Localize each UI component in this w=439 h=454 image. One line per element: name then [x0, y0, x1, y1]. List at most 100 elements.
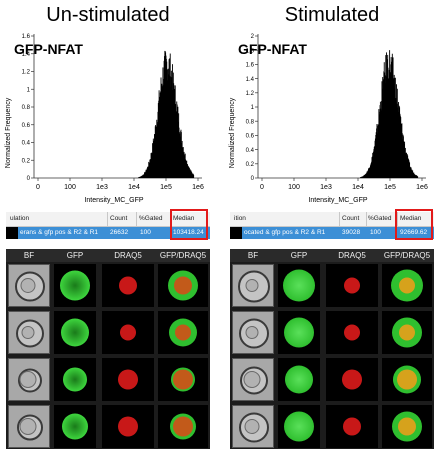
- gated-value: 100: [140, 229, 151, 236]
- nucleus-outline: [21, 326, 35, 339]
- merge-cell-drawing: [391, 269, 423, 302]
- median-highlight-box: [395, 209, 433, 240]
- nucleus-outline: [245, 326, 259, 339]
- x-tick-label: 1e5: [160, 184, 172, 191]
- statistics-data-row[interactable]: erans & gfp pos & R2 & R1 26632 100 1034…: [6, 227, 210, 239]
- draq5-cell-image: [326, 311, 378, 354]
- gfp-signal: [60, 270, 90, 301]
- bf-cell-drawing: [18, 368, 42, 393]
- histogram: 0 100 1e3 1e4 1e5 1e6 0 0.2 0.4 0.6 0.8 1 1.2 1.4 1.6 …: [2, 28, 214, 208]
- plot-label: GFP-NFAT: [238, 41, 307, 57]
- bf-cell-drawing: [238, 270, 270, 303]
- gfp-cell-drawing: [63, 367, 87, 392]
- merge-nucleus: [398, 417, 416, 436]
- nucleus-outline: [243, 371, 261, 388]
- x-tick-label: 100: [64, 184, 76, 191]
- merge-cell-drawing: [392, 411, 422, 442]
- nucleus-outline: [20, 278, 36, 293]
- condition-title: Stimulated: [284, 4, 380, 26]
- x-axis-label: Intensity_MC_GFP: [308, 197, 367, 204]
- draq5-cell-drawing: [118, 416, 138, 437]
- gfp-cell-image: [54, 311, 96, 354]
- x-tick-label: 1e6: [416, 184, 428, 191]
- draq5-cell-drawing: [119, 276, 137, 295]
- gfp-cell-drawing: [60, 270, 90, 301]
- merge-cell-image: [382, 264, 432, 307]
- histogram-axes: 0 100 1e3 1e4 1e5 1e6 0 0.2 0.4 0.6 0.8 1 1.2 1.4 1.6 1…: [246, 34, 428, 191]
- gallery-header: BF GFP DRAQ5 GFP/DRAQ5: [230, 249, 434, 262]
- y-tick-label: 0.6: [246, 134, 255, 140]
- merge-cell-drawing: [393, 365, 421, 394]
- bf-cell-image: [8, 358, 50, 401]
- merge-cell-image: [158, 264, 208, 307]
- gated-header: %Gated: [139, 215, 163, 222]
- histogram-bar: [417, 176, 419, 178]
- population-color-swatch: [230, 227, 242, 239]
- histogram-bar: [193, 175, 195, 178]
- merge-cell-image: [158, 311, 208, 354]
- gated-value: 100: [370, 229, 381, 236]
- unstimulated-panel: Un-stimulated 0 100 1e3 1e4 1e5 1e6 0 0.2 0.4 0.6…: [2, 0, 214, 454]
- y-tick-label: 2: [251, 34, 255, 40]
- draq5-cell-drawing: [120, 324, 136, 341]
- y-tick-label: 0: [251, 176, 255, 182]
- gfp-signal: [284, 317, 314, 348]
- cell-image-gallery: BF GFP DRAQ5 GFP/DRAQ5: [6, 249, 210, 449]
- y-tick-label: 0.2: [22, 158, 31, 164]
- gfp-cell-image: [54, 264, 96, 307]
- draq5-cell-image: [102, 405, 154, 448]
- bf-cell-image: [8, 405, 50, 448]
- gfp-cell-drawing: [284, 317, 314, 348]
- histogram: 0 100 1e3 1e4 1e5 1e6 0 0.2 0.4 0.6 0.8 1 1.2 1.4 1.6 1…: [226, 28, 438, 208]
- gfp-signal: [283, 269, 315, 302]
- count-value: 39028: [342, 229, 361, 236]
- merge-cell-drawing: [171, 367, 195, 392]
- x-tick-label: 1e3: [96, 184, 108, 191]
- merge-channel-header: GFP/DRAQ5: [159, 251, 207, 260]
- bf-cell-drawing: [16, 319, 44, 348]
- gfp-signal: [61, 318, 89, 347]
- bf-cell-image: [232, 311, 274, 354]
- gfp-signal: [284, 411, 314, 442]
- merge-channel-header: GFP/DRAQ5: [383, 251, 431, 260]
- draq5-nucleus: [343, 417, 361, 436]
- bf-cell-drawing: [239, 318, 269, 349]
- merge-nucleus: [173, 416, 193, 437]
- y-tick-label: 0.4: [246, 148, 255, 154]
- y-axis-label: Normalized Frequency: [5, 97, 12, 168]
- draq5-cell-drawing: [343, 417, 361, 436]
- histogram-bars: [359, 50, 419, 179]
- cell-image-gallery: BF GFP DRAQ5 GFP/DRAQ5: [230, 249, 434, 449]
- gfp-cell-drawing: [285, 365, 313, 394]
- x-tick-label: 1e3: [320, 184, 332, 191]
- bf-cell-image: [232, 358, 274, 401]
- statistics-header-row: ition Count %Gated Median: [230, 212, 434, 227]
- gfp-channel-header: GFP: [66, 251, 84, 260]
- bf-cell-drawing: [15, 271, 45, 302]
- x-tick-label: 1e4: [352, 184, 364, 191]
- merge-nucleus: [397, 369, 417, 390]
- statistics-data-row[interactable]: ocated & gfp pos & R2 & R1 39028 100 926…: [230, 227, 434, 239]
- y-tick-label: 0.2: [246, 162, 255, 168]
- gfp-cell-image: [54, 358, 96, 401]
- y-tick-label: 1.2: [22, 70, 31, 76]
- draq5-channel-header: DRAQ5: [338, 251, 366, 260]
- bf-cell-image: [232, 405, 274, 448]
- merge-cell-image: [382, 358, 432, 401]
- gallery-header: BF GFP DRAQ5 GFP/DRAQ5: [6, 249, 210, 262]
- y-tick-label: 1.8: [246, 48, 255, 54]
- gfp-cell-drawing: [62, 413, 88, 440]
- y-tick-label: 1.4: [22, 52, 31, 58]
- nucleus-outline: [19, 418, 37, 435]
- gated-header: %Gated: [368, 215, 392, 222]
- count-header: Count: [110, 215, 128, 222]
- merge-cell-image: [382, 405, 432, 448]
- draq5-cell-image: [102, 358, 154, 401]
- bf-cell-image: [8, 264, 50, 307]
- draq5-cell-image: [326, 358, 378, 401]
- draq5-cell-image: [326, 264, 378, 307]
- y-tick-label: 1: [251, 105, 255, 111]
- gfp-signal: [62, 413, 88, 440]
- merge-cell-image: [158, 405, 208, 448]
- statistics-table: ulation Count %Gated Median erans & gfp …: [6, 207, 210, 243]
